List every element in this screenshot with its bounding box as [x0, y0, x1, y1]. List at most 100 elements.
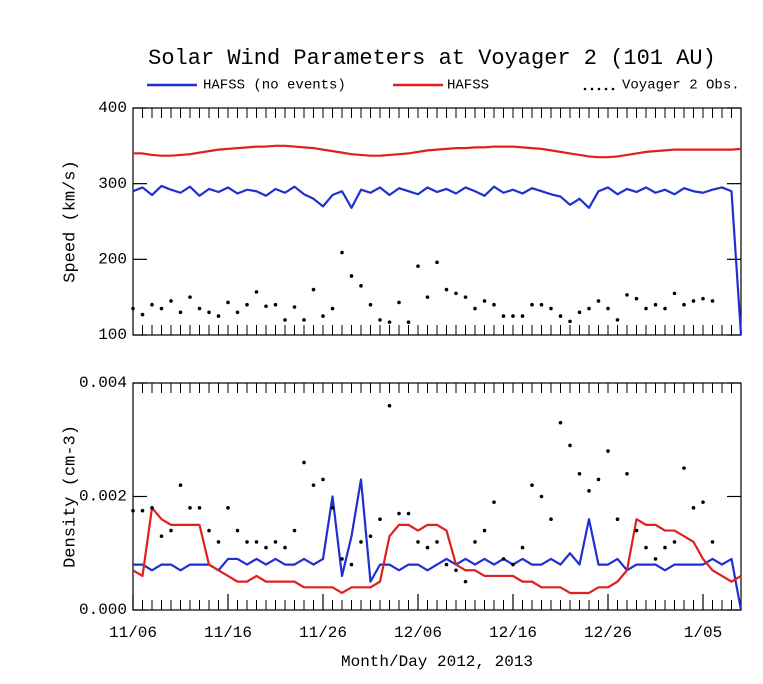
observation-point — [368, 302, 373, 307]
observation-point — [482, 528, 487, 533]
observation-point — [378, 517, 382, 521]
observation-point — [672, 291, 677, 296]
observation-point — [140, 312, 145, 317]
legend-label: HAFSS (no events) — [203, 78, 346, 94]
observation-point — [140, 508, 145, 513]
observation-point — [406, 320, 411, 324]
x-tick-label: 12/06 — [394, 624, 442, 642]
observation-point — [530, 302, 534, 307]
series-line — [133, 478, 743, 611]
observation-point — [245, 540, 249, 544]
observation-point — [330, 506, 335, 510]
observation-point — [397, 511, 401, 516]
observation-point — [435, 260, 439, 265]
observation-point — [625, 472, 629, 476]
legend-marker — [590, 87, 594, 91]
series-line — [132, 506, 742, 595]
observation-point — [454, 568, 458, 573]
x-tick-label: 12/26 — [584, 624, 632, 642]
observation-point — [131, 306, 135, 311]
observation-point — [302, 460, 306, 465]
observation-point — [511, 314, 515, 318]
observation-point — [188, 506, 192, 510]
observation-point — [549, 517, 553, 521]
observation-point — [653, 557, 658, 561]
chart-title: Solar Wind Parameters at Voyager 2 (101 … — [148, 46, 716, 71]
observation-point — [644, 306, 648, 311]
observation-point — [406, 511, 411, 516]
observation-point — [511, 562, 515, 567]
observation-point — [539, 302, 544, 307]
observation-point — [672, 540, 677, 544]
y-tick-label: 100 — [98, 326, 127, 344]
observation-point — [321, 314, 325, 318]
y-tick-label: 400 — [98, 99, 127, 117]
observation-point — [283, 545, 287, 550]
observation-point — [435, 540, 439, 544]
x-tick-label: 1/05 — [684, 624, 722, 642]
observation-point — [311, 483, 316, 487]
observation-point — [425, 295, 430, 299]
observation-point — [273, 302, 278, 307]
observation-point — [634, 528, 639, 533]
observation-point — [245, 302, 249, 307]
observation-point — [188, 295, 192, 299]
observation-point — [691, 299, 696, 303]
observation-point — [492, 500, 496, 504]
observation-point — [359, 284, 363, 288]
observation-point — [701, 296, 705, 301]
observation-point — [283, 318, 287, 322]
observation-point — [520, 545, 525, 550]
observation-point — [159, 306, 164, 311]
observation-point — [397, 300, 401, 305]
observation-point — [444, 562, 449, 567]
observation-point — [207, 528, 211, 533]
observation-point — [710, 299, 715, 303]
observation-point — [292, 305, 297, 309]
observation-point — [530, 483, 534, 487]
y-tick-label: 0.002 — [79, 488, 127, 506]
y-tick-label: 300 — [98, 175, 127, 193]
observation-point — [254, 290, 259, 294]
observation-point — [625, 293, 629, 297]
observation-point — [178, 483, 183, 487]
observation-point — [501, 557, 506, 561]
observation-point — [520, 314, 525, 318]
observation-point — [539, 494, 544, 499]
observation-point — [473, 540, 477, 544]
observation-point — [273, 540, 278, 544]
observation-point — [349, 274, 354, 278]
observation-point — [444, 287, 449, 292]
observation-point — [568, 319, 572, 324]
observation-point — [169, 299, 173, 303]
observation-point — [682, 466, 686, 470]
observation-point — [682, 302, 686, 307]
observation-point — [349, 562, 354, 567]
legend-label: Voyager 2 Obs. — [622, 78, 740, 94]
observation-point — [606, 306, 610, 311]
legend-label: HAFSS — [447, 78, 489, 94]
observation-point — [235, 528, 240, 533]
observation-point — [710, 540, 715, 544]
series-line — [133, 144, 742, 159]
observation-point — [596, 477, 601, 482]
observation-point — [653, 302, 658, 307]
observation-point — [634, 296, 639, 301]
observation-point — [159, 534, 164, 539]
observation-point — [663, 545, 667, 550]
legend-marker — [583, 87, 587, 91]
legend-marker — [604, 87, 608, 91]
observation-point — [302, 318, 306, 322]
observation-point — [226, 506, 230, 510]
y-tick-label: 0.000 — [79, 601, 127, 619]
observation-point — [321, 477, 325, 482]
observation-point — [558, 420, 563, 425]
y-axis-label: Speed (km/s) — [61, 160, 80, 282]
observation-point — [701, 500, 705, 504]
observation-point — [264, 545, 268, 550]
observation-point — [416, 540, 420, 544]
observation-point — [254, 540, 259, 544]
observation-point — [330, 306, 335, 311]
observation-point — [463, 579, 468, 584]
